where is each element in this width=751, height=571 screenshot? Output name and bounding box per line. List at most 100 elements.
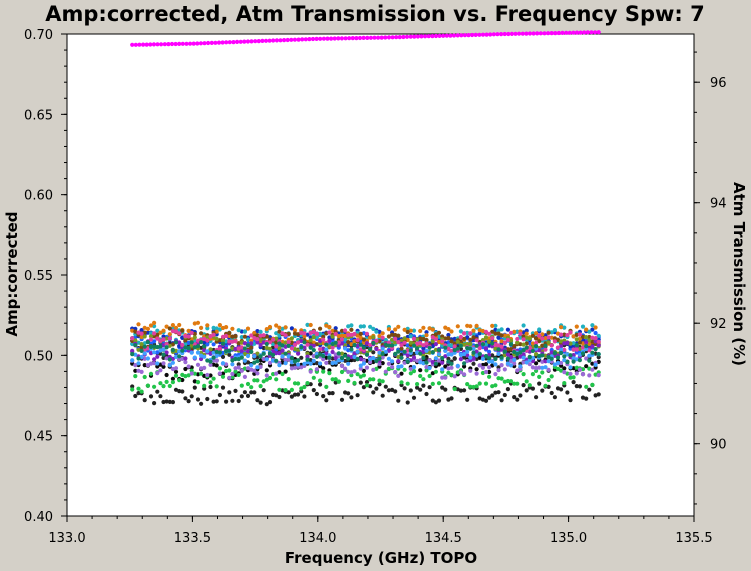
data-point — [355, 356, 360, 362]
data-point — [311, 343, 316, 348]
data-point — [245, 353, 251, 359]
data-point — [261, 340, 266, 345]
data-point — [483, 329, 489, 334]
data-point — [274, 340, 279, 345]
data-point — [192, 335, 197, 340]
data-point — [352, 331, 357, 337]
data-point — [449, 352, 454, 357]
data-point — [390, 359, 395, 364]
data-point — [324, 342, 329, 347]
data-point — [236, 328, 241, 333]
data-point — [427, 373, 432, 379]
data-point — [505, 337, 510, 342]
data-point — [167, 399, 172, 404]
data-point — [217, 346, 222, 351]
data-point — [330, 345, 335, 350]
data-point — [534, 331, 539, 336]
data-point — [170, 380, 175, 385]
atm-transmission-point — [441, 33, 446, 38]
data-point — [217, 350, 222, 355]
data-point — [565, 340, 570, 345]
atm-transmission-point — [133, 42, 138, 47]
data-point — [555, 345, 561, 350]
data-point — [436, 381, 442, 386]
data-point — [418, 373, 423, 379]
data-point — [515, 381, 520, 386]
data-point — [455, 363, 460, 368]
data-point — [580, 351, 586, 356]
atm-transmission-point — [517, 31, 522, 36]
data-point — [518, 354, 523, 359]
data-point — [324, 351, 329, 356]
data-point — [177, 340, 182, 345]
data-point — [267, 400, 273, 405]
data-point — [205, 349, 210, 354]
data-point — [261, 351, 266, 356]
data-point — [430, 381, 435, 386]
data-point — [133, 329, 138, 334]
data-point — [324, 398, 329, 403]
data-point — [339, 363, 345, 369]
data-point — [173, 366, 179, 371]
data-point — [452, 356, 457, 361]
data-point — [555, 355, 561, 360]
data-point — [224, 399, 229, 404]
data-point — [446, 356, 451, 361]
data-point — [236, 372, 241, 377]
data-point — [580, 395, 586, 400]
atm-transmission-point — [524, 31, 529, 36]
data-point — [170, 323, 175, 328]
data-point — [327, 338, 332, 343]
atm-transmission-point — [249, 39, 254, 44]
data-point — [220, 338, 226, 343]
data-point — [499, 355, 504, 360]
data-point — [471, 331, 476, 336]
data-point — [374, 329, 379, 334]
atm-transmission-point — [209, 40, 214, 46]
data-point — [283, 325, 288, 330]
data-point — [230, 371, 235, 377]
x-tick-label: 135.0 — [550, 531, 587, 546]
data-point — [465, 397, 470, 402]
data-point — [130, 387, 135, 392]
data-point — [386, 361, 391, 366]
data-point — [440, 356, 445, 361]
data-point — [568, 330, 573, 335]
data-point — [308, 382, 313, 387]
data-point — [361, 337, 366, 342]
atm-transmission-point — [130, 42, 135, 47]
atm-transmission-point — [162, 42, 167, 47]
data-point — [483, 335, 489, 340]
data-point — [167, 357, 172, 362]
data-point — [236, 362, 241, 367]
atm-transmission-point — [191, 41, 196, 46]
data-point — [289, 336, 294, 341]
data-point — [471, 335, 476, 340]
atm-transmission-point — [256, 39, 261, 44]
data-point — [405, 381, 410, 386]
data-point — [220, 374, 226, 379]
atm-transmission-point — [141, 42, 146, 47]
data-point — [521, 355, 526, 360]
data-point — [577, 336, 583, 341]
data-point — [173, 373, 179, 378]
data-point — [321, 353, 326, 359]
data-point — [474, 367, 479, 372]
data-point — [227, 375, 232, 380]
data-point — [158, 330, 163, 335]
data-point — [490, 359, 495, 364]
data-point — [411, 355, 417, 360]
data-point — [505, 356, 510, 361]
data-point — [161, 399, 166, 405]
data-point — [314, 331, 319, 336]
data-point — [574, 347, 579, 352]
data-point — [192, 321, 197, 326]
data-point — [402, 367, 407, 372]
data-point — [433, 337, 438, 342]
data-point — [352, 369, 357, 374]
data-point — [296, 340, 301, 345]
data-point — [183, 356, 188, 361]
data-point — [549, 390, 554, 396]
data-point — [483, 342, 489, 347]
data-point — [180, 328, 185, 333]
